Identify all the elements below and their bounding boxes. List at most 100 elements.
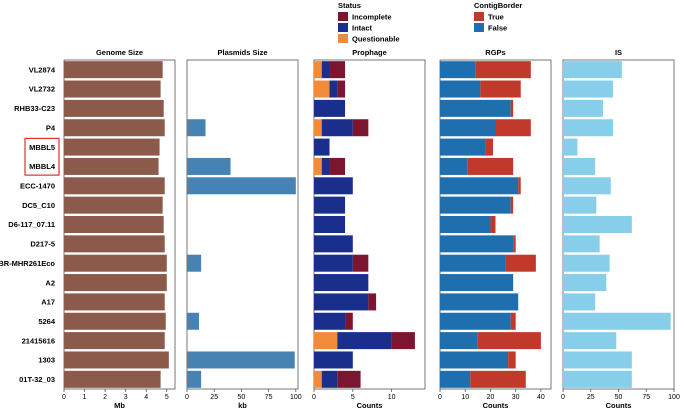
bar-intact-01t-32-03	[321, 370, 338, 388]
panel-title: IS	[615, 48, 622, 57]
bar-false-ecc-1470	[440, 177, 519, 195]
panel-title: Plasmids Size	[217, 48, 267, 57]
bar-5264	[187, 312, 199, 330]
x-tick-label: 0	[62, 394, 66, 401]
bar-false-rhb33-c23	[440, 99, 511, 117]
x-tick-label: 75	[642, 394, 650, 401]
bar-vl2874	[563, 61, 622, 79]
panel-title: Prophage	[352, 48, 387, 57]
bar-questionable-vl2874	[314, 61, 322, 79]
category-label-br-mhr261eco: BR-MHR261Eco	[0, 259, 55, 268]
bar-1303	[64, 351, 169, 369]
bar-p4	[563, 119, 613, 137]
bar-21415616	[563, 332, 617, 350]
x-tick-label: 5	[351, 394, 355, 401]
bar-true-mbbl5	[485, 138, 493, 156]
bar-true-p4	[495, 119, 531, 137]
bar-false-01t-32-03	[440, 370, 471, 388]
bar-dc5-c10	[64, 196, 163, 214]
bar-a2	[563, 274, 607, 292]
category-label-vl2874: VL2874	[29, 65, 56, 74]
bar-dc5-c10	[563, 196, 597, 214]
x-axis-label: Counts	[606, 401, 632, 409]
bar-vl2732	[563, 80, 613, 98]
legend-swatch-false	[474, 23, 484, 32]
bar-true-d6-117-07-11	[490, 216, 496, 233]
category-label-21415616: 21415616	[22, 336, 55, 345]
bar-intact-21415616	[337, 332, 392, 350]
bar-vl2874	[64, 61, 163, 79]
bar-a17	[64, 293, 165, 311]
bar-false-1303	[440, 351, 509, 369]
bar-true-mbbl4	[467, 157, 514, 175]
bar-p4	[64, 119, 165, 137]
bar-false-5264	[440, 312, 511, 330]
bar-true-vl2874	[475, 61, 531, 79]
x-tick-label: 0	[561, 394, 565, 401]
legend-swatch-incomplete	[338, 12, 348, 21]
bar-incomplete-01t-32-03	[337, 370, 361, 388]
x-tick-label: 100	[668, 394, 680, 401]
legend-status: Status Incomplete Intact Questionable	[338, 1, 400, 44]
bar-questionable-mbbl4	[314, 157, 322, 175]
legend-label-intact: Intact	[352, 24, 373, 33]
bar-true-vl2732	[480, 80, 521, 98]
bar-intact-rhb33-c23	[314, 99, 346, 117]
panel-genome-size: Genome Size 0 1 2 3 4 5 Mb	[62, 48, 176, 409]
bar-d217-5	[64, 235, 165, 253]
bar-01t-32-03	[64, 370, 161, 388]
legend-contigborder: ContigBorder True False	[474, 1, 522, 33]
bar-d6-117-07-11	[563, 216, 632, 233]
x-tick-label: 4	[144, 394, 148, 401]
bar-incomplete-p4	[352, 119, 369, 137]
category-label-1303: 1303	[38, 356, 55, 365]
category-label-a17: A17	[41, 298, 55, 307]
bar-intact-dc5-c10	[314, 196, 346, 214]
panel-frame	[186, 59, 299, 390]
bar-mbbl5	[64, 138, 160, 156]
x-tick-label: 50	[238, 394, 246, 401]
x-tick-label: 40	[537, 394, 545, 401]
x-tick-label: 5	[165, 394, 169, 401]
bar-incomplete-5264	[345, 312, 353, 330]
panel-rgps: RGPs 0 10 20 30 40 Counts	[438, 48, 552, 409]
panel-is: IS 0 25 50 75 100 Counts	[561, 48, 680, 409]
category-label-mbbl4: MBBL4	[29, 162, 56, 171]
bar-intact-mbbl5	[314, 138, 330, 156]
bar-true-1303	[508, 351, 516, 369]
bar-incomplete-a17	[368, 293, 377, 311]
category-label-dc5-c10: DC5_C10	[22, 201, 55, 210]
bar-false-p4	[440, 119, 496, 137]
bar-incomplete-br-mhr261eco	[352, 254, 369, 272]
bar-questionable-21415616	[314, 332, 338, 350]
bar-true-d217-5	[513, 235, 516, 253]
bar-questionable-01t-32-03	[314, 370, 322, 388]
bar-true-rhb33-c23	[510, 99, 514, 117]
category-label-d6-117-07-11: D6-117_07.11	[8, 220, 55, 229]
bar-true-21415616	[477, 332, 541, 350]
bar-false-d6-117-07-11	[440, 216, 491, 233]
category-label-5264: 5264	[38, 317, 56, 326]
bar-5264	[563, 312, 671, 330]
category-label-01t-32-03: 01T-32_03	[19, 375, 55, 384]
bar-false-vl2874	[440, 61, 476, 79]
bar-false-21415616	[440, 332, 478, 350]
highlight-box	[24, 137, 60, 176]
bar-vl2732	[64, 80, 161, 98]
x-tick-label: 10	[461, 394, 469, 401]
legend-label-true: True	[488, 13, 504, 22]
bar-true-br-mhr261eco	[505, 254, 536, 272]
legend-swatch-questionable	[338, 34, 348, 43]
legend-swatch-true	[474, 12, 484, 21]
category-label-vl2732: VL2732	[29, 85, 55, 94]
bar-d6-117-07-11	[64, 216, 164, 233]
bar-mbbl4	[563, 157, 596, 175]
bar-false-vl2732	[440, 80, 481, 98]
category-labels: VL2874 VL2732 RHB33-C23 P4 MBBL5 MBBL4 ECC-147…	[0, 65, 60, 384]
bar-rhb33-c23	[563, 99, 603, 117]
x-tick-label: 0	[312, 394, 316, 401]
x-tick-label: 0	[185, 394, 189, 401]
bar-true-dc5-c10	[510, 196, 514, 214]
x-tick-label: 1	[83, 394, 87, 401]
x-axis-label: kb	[238, 401, 247, 409]
